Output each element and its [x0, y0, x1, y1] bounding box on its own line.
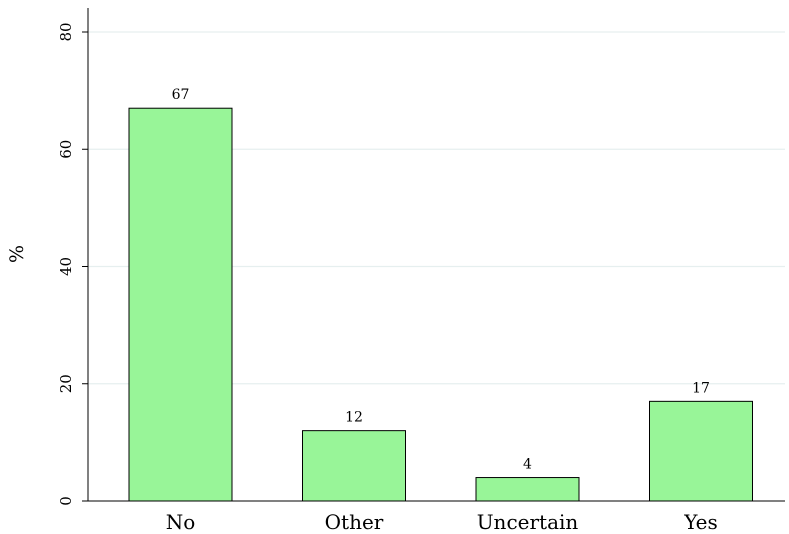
data-label-yes: 17 [692, 380, 710, 396]
y-tick-label-80: 80 [57, 22, 75, 41]
y-tick-label-60: 60 [57, 140, 75, 159]
bar-uncertain [475, 477, 580, 502]
bar-other [302, 430, 406, 502]
bar-yes [649, 400, 753, 502]
y-tick-label-40: 40 [57, 257, 75, 276]
y-tick-label-20: 20 [57, 374, 75, 393]
data-label-other: 12 [345, 410, 363, 426]
data-label-no: 67 [172, 87, 190, 103]
data-labels: 67 12 4 17 [172, 87, 710, 472]
bar-no [128, 107, 233, 502]
bars [128, 107, 753, 502]
x-tick-label-uncertain: Uncertain [477, 510, 579, 534]
x-tick-label-yes: Yes [683, 510, 718, 534]
x-tick-label-no: No [166, 510, 196, 534]
y-tick-label-0: 0 [57, 496, 75, 506]
y-axis-ticks: 0 20 40 60 80 [57, 22, 88, 506]
x-axis-labels: No Other Uncertain Yes [166, 510, 718, 534]
data-label-uncertain: 4 [523, 457, 532, 473]
x-tick-label-other: Other [325, 510, 384, 534]
y-axis-title: % [6, 245, 28, 263]
axes [87, 8, 785, 502]
